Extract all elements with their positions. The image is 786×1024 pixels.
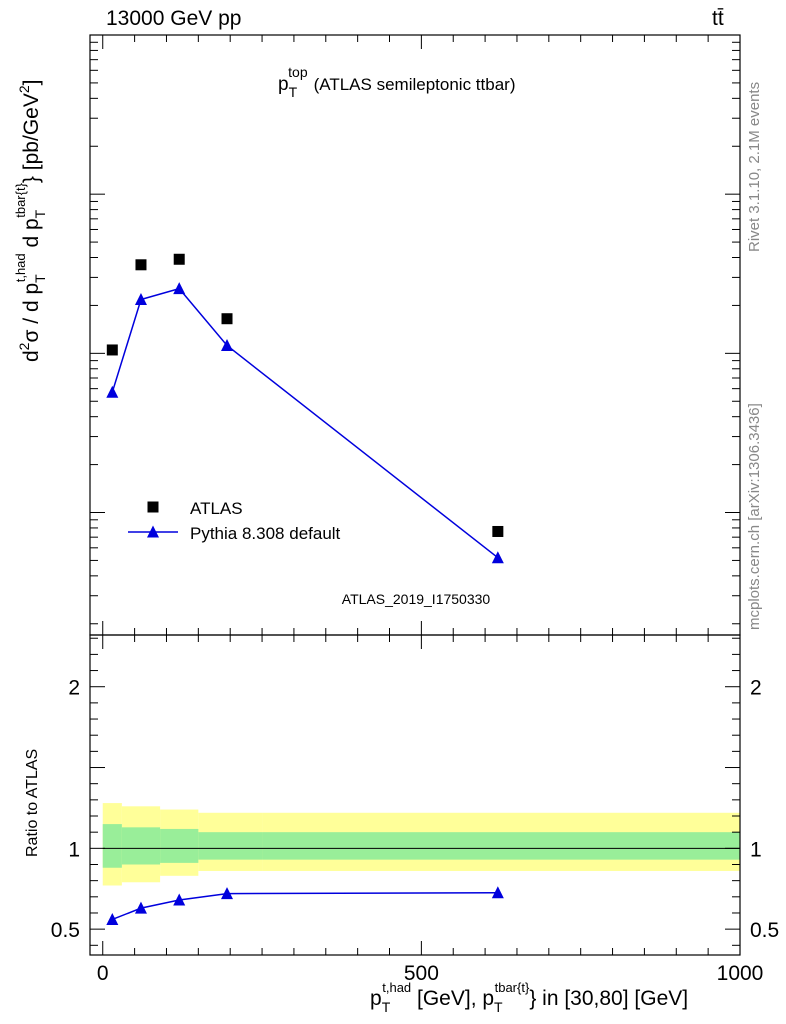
ratio-data-point	[491, 886, 504, 899]
ratio-data-point	[106, 912, 119, 925]
atlas-data-point	[221, 313, 233, 325]
x-tick-label: 0	[97, 962, 109, 985]
y-axis-label: d2σ / d pTt,had d pTtbar{t}} [pb/GeV2]	[13, 80, 48, 362]
y-tick-label: 2	[68, 677, 80, 700]
chart-title: pTtop(ATLAS semileptonic ttbar)	[278, 64, 515, 100]
stat-uncertainty-band	[102, 824, 122, 868]
legend-marker-atlas	[147, 501, 159, 513]
ratio-y-axis-label: Ratio to ATLAS	[24, 749, 41, 857]
energy-label: 13000 GeV pp	[106, 7, 242, 30]
ratio-frame	[89, 634, 741, 956]
stat-uncertainty-band	[160, 828, 199, 863]
process-label: tt̄	[712, 7, 724, 30]
pythia-data-point	[134, 292, 147, 305]
pythia-line	[111, 287, 499, 559]
ratio-panel: 0 500 1000 0.5 0.5 1 1 2 2 Ratio to ATLAS pTt,had …	[24, 634, 779, 1015]
main-panel: 10−1010−1010−10pTtop(ATLAS semileptonic …	[13, 34, 741, 636]
pythia-data-point	[106, 385, 119, 398]
ratio-data-point	[173, 893, 186, 906]
y-tick-label-right: 2	[750, 677, 762, 700]
legend-label-atlas: ATLAS	[190, 499, 243, 518]
pythia-data-point	[491, 551, 504, 564]
ratio-line	[112, 892, 498, 921]
legend-marker-pythia	[147, 525, 159, 538]
legend-label-pythia: Pythia 8.308 default	[190, 524, 341, 543]
x-tick-label: 1000	[717, 962, 764, 985]
x-axis-label: pTt,had [GeV], pTtbar{t}} in [30,80] [Ge…	[370, 980, 688, 1015]
atlas-data-point	[135, 259, 147, 271]
atlas-data-point	[106, 344, 118, 356]
stat-uncertainty-band	[262, 832, 740, 860]
atlas-data-point	[173, 253, 185, 265]
pythia-data-point	[173, 282, 186, 295]
y-tick-label-right: 0.5	[750, 919, 779, 942]
ratio-data-point	[134, 901, 147, 914]
stat-uncertainty-band	[198, 832, 263, 860]
ratio-data-point	[221, 887, 234, 900]
analysis-id-label: ATLAS_2019_I1750330	[342, 591, 491, 607]
main-frame	[89, 34, 741, 636]
y-tick-label: 1	[68, 838, 80, 861]
pythia-data-point	[221, 339, 234, 352]
atlas-data-point	[492, 525, 504, 537]
x-tick-label: 500	[404, 962, 439, 985]
legend: ATLAS Pythia 8.308 default	[128, 499, 341, 543]
stat-uncertainty-band	[121, 827, 161, 865]
y-tick-label: 0.5	[51, 919, 80, 942]
y-tick-label-right: 1	[750, 838, 762, 861]
